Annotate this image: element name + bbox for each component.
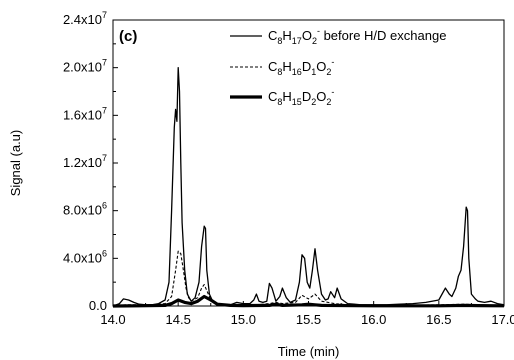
y-axis: 0.0 4.0x106 8.0x106 1.2x107 1.6x107 2.0x107 2.… — [63, 10, 118, 313]
y-tick-label: 1.2x107 — [63, 153, 107, 170]
y-tick-label: 4.0x106 — [63, 248, 107, 265]
legend-label: C8H17O2- before H/D exchange — [268, 26, 446, 46]
series-line — [112, 250, 505, 307]
x-tick-label: 15.5 — [296, 312, 321, 327]
x-tick-label: 16.5 — [426, 312, 451, 327]
y-tick-label: 0.0 — [89, 298, 107, 313]
x-tick-label: 17.0 — [491, 312, 514, 327]
panel-label: (c) — [119, 28, 137, 45]
y-axis-title: Signal (a.u) — [8, 130, 23, 196]
y-tick-label: 2.4x107 — [63, 10, 107, 27]
legend-label: C8H15D2O2- — [268, 87, 334, 107]
x-tick-label: 14.0 — [100, 312, 125, 327]
x-tick-label: 16.0 — [361, 312, 386, 327]
y-tick-label: 8.0x106 — [63, 201, 107, 218]
legend-label: C8H16D1O2- — [268, 57, 334, 77]
y-tick-label: 1.6x107 — [63, 105, 107, 122]
series-line — [112, 67, 505, 307]
x-axis-title: Time (min) — [278, 344, 340, 359]
x-tick-label: 14.5 — [166, 312, 191, 327]
x-tick-label: 15.0 — [231, 312, 256, 327]
legend: C8H17O2- before H/D exchange C8H16D1O2- C8… — [230, 26, 446, 107]
y-tick-label: 2.0x107 — [63, 58, 107, 75]
x-axis: 14.0 14.5 15.0 15.5 16.0 16.5 17.0 — [100, 301, 514, 327]
